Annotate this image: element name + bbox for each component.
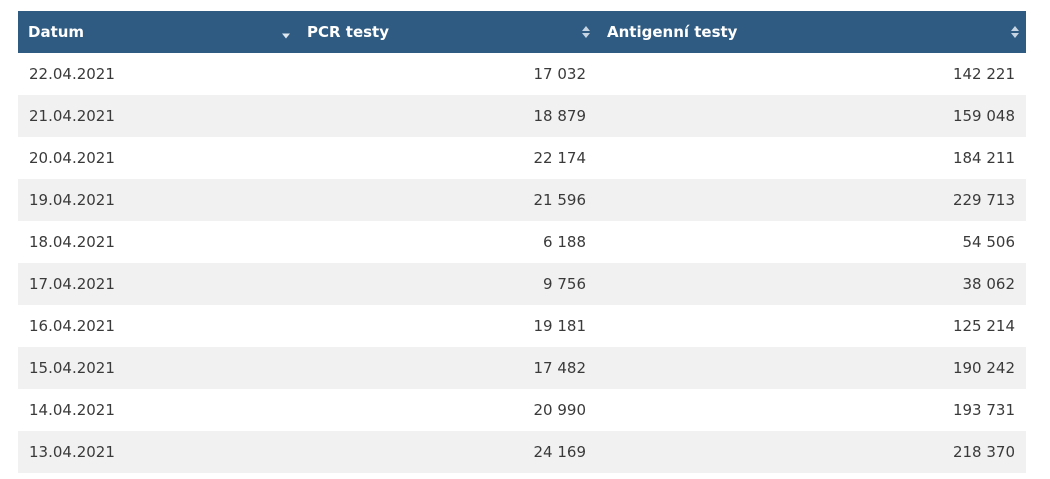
cell-antigen: 190 242 xyxy=(597,347,1026,389)
cell-date: 22.04.2021 xyxy=(18,53,297,95)
cell-pcr: 9 756 xyxy=(297,263,597,305)
table-row: 18.04.2021 6 188 54 506 xyxy=(18,221,1026,263)
cell-pcr: 21 596 xyxy=(297,179,597,221)
cell-antigen: 229 713 xyxy=(597,179,1026,221)
table-row: 20.04.2021 22 174 184 211 xyxy=(18,137,1026,179)
cell-antigen: 125 214 xyxy=(597,305,1026,347)
cell-antigen: 54 506 xyxy=(597,221,1026,263)
cell-date: 20.04.2021 xyxy=(18,137,297,179)
table-row: 13.04.2021 24 169 218 370 xyxy=(18,431,1026,473)
column-header-label: Antigenní testy xyxy=(607,23,738,41)
cell-date: 13.04.2021 xyxy=(18,431,297,473)
sort-both-icon xyxy=(1010,26,1020,38)
column-header-antigen[interactable]: Antigenní testy xyxy=(597,11,1026,53)
cell-date: 18.04.2021 xyxy=(18,221,297,263)
cell-antigen: 218 370 xyxy=(597,431,1026,473)
sort-desc-icon xyxy=(281,26,291,39)
table-row: 17.04.2021 9 756 38 062 xyxy=(18,263,1026,305)
cell-antigen: 184 211 xyxy=(597,137,1026,179)
cell-pcr: 19 181 xyxy=(297,305,597,347)
tests-table: Datum PCR testy Antigenní testy xyxy=(18,11,1026,473)
cell-pcr: 6 188 xyxy=(297,221,597,263)
data-table-container: Datum PCR testy Antigenní testy xyxy=(18,11,1026,473)
cell-date: 14.04.2021 xyxy=(18,389,297,431)
cell-date: 15.04.2021 xyxy=(18,347,297,389)
cell-pcr: 24 169 xyxy=(297,431,597,473)
cell-date: 17.04.2021 xyxy=(18,263,297,305)
cell-pcr: 18 879 xyxy=(297,95,597,137)
cell-date: 19.04.2021 xyxy=(18,179,297,221)
sort-both-icon xyxy=(581,26,591,38)
table-row: 16.04.2021 19 181 125 214 xyxy=(18,305,1026,347)
table-row: 14.04.2021 20 990 193 731 xyxy=(18,389,1026,431)
column-header-label: Datum xyxy=(28,23,85,41)
cell-pcr: 22 174 xyxy=(297,137,597,179)
cell-antigen: 142 221 xyxy=(597,53,1026,95)
cell-date: 21.04.2021 xyxy=(18,95,297,137)
cell-antigen: 159 048 xyxy=(597,95,1026,137)
table-row: 22.04.2021 17 032 142 221 xyxy=(18,53,1026,95)
cell-pcr: 20 990 xyxy=(297,389,597,431)
table-row: 21.04.2021 18 879 159 048 xyxy=(18,95,1026,137)
column-header-datum[interactable]: Datum xyxy=(18,11,297,53)
column-header-pcr[interactable]: PCR testy xyxy=(297,11,597,53)
cell-antigen: 38 062 xyxy=(597,263,1026,305)
table-row: 19.04.2021 21 596 229 713 xyxy=(18,179,1026,221)
column-header-label: PCR testy xyxy=(307,23,389,41)
cell-date: 16.04.2021 xyxy=(18,305,297,347)
table-body: 22.04.2021 17 032 142 221 21.04.2021 18 … xyxy=(18,53,1026,473)
header-row: Datum PCR testy Antigenní testy xyxy=(18,11,1026,53)
cell-antigen: 193 731 xyxy=(597,389,1026,431)
table-row: 15.04.2021 17 482 190 242 xyxy=(18,347,1026,389)
table-header: Datum PCR testy Antigenní testy xyxy=(18,11,1026,53)
cell-pcr: 17 032 xyxy=(297,53,597,95)
cell-pcr: 17 482 xyxy=(297,347,597,389)
